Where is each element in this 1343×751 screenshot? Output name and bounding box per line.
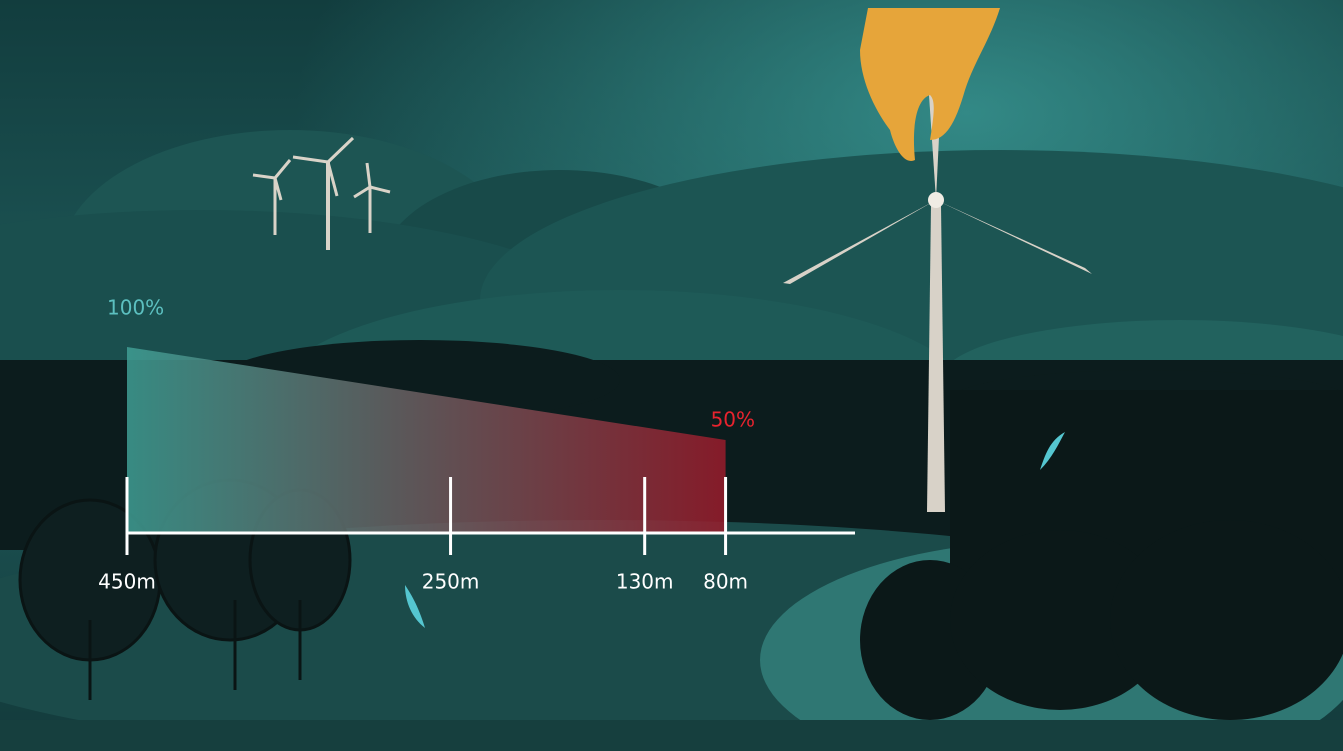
small-turbines [252, 136, 391, 250]
x-tick-label: 250m [422, 570, 480, 594]
big-turbine [783, 95, 1092, 512]
trees-right [860, 390, 1343, 720]
x-tick-label: 80m [703, 570, 748, 594]
bat [1040, 432, 1065, 470]
hand [860, 8, 1000, 161]
x-tick-label: 450m [98, 570, 156, 594]
value-label: 100% [107, 296, 164, 320]
x-tick-label: 130m [616, 570, 674, 594]
area [127, 347, 726, 533]
value-label: 50% [711, 408, 755, 432]
chart-overlay: 100% 50% 450m 250m 130m 80m [98, 296, 855, 594]
bat [405, 585, 425, 628]
